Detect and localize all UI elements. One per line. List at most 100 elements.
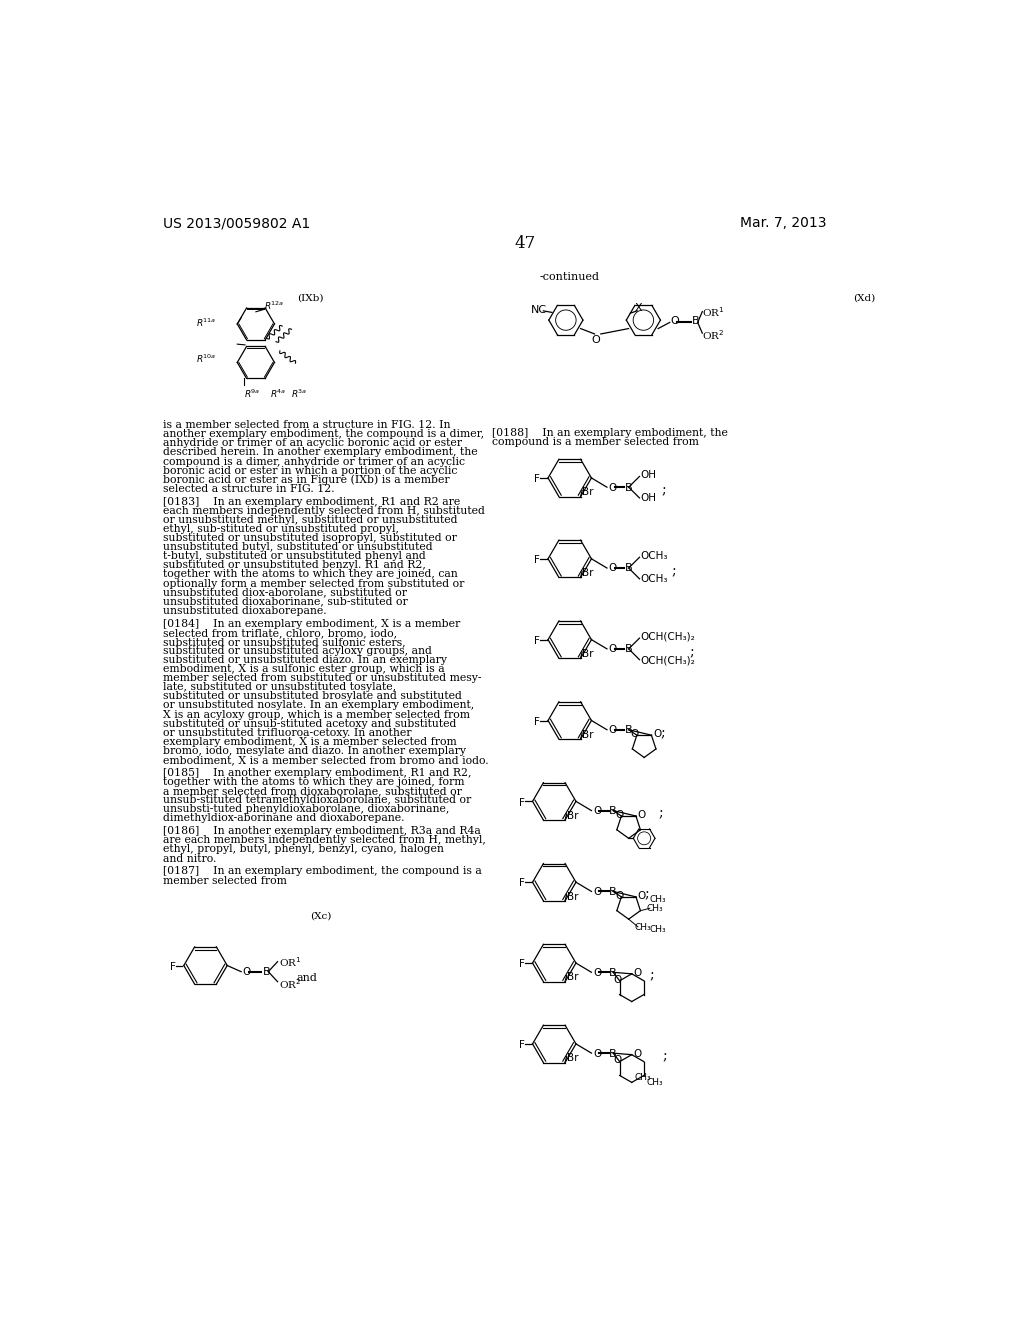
Text: F: F [535,717,540,726]
Text: B: B [625,564,633,573]
Text: selected a structure in FIG. 12.: selected a structure in FIG. 12. [163,484,335,494]
Text: O: O [608,644,616,655]
Text: F: F [535,636,540,645]
Text: late, substituted or unsubstituted tosylate,: late, substituted or unsubstituted tosyl… [163,682,396,692]
Text: US 2013/0059802 A1: US 2013/0059802 A1 [163,216,310,230]
Text: $R^{4a}$: $R^{4a}$ [270,388,287,400]
Text: $R^{11a}$: $R^{11a}$ [197,317,217,329]
Text: unsubsti-tuted phenyldioxaborolane, dioxaborinane,: unsubsti-tuted phenyldioxaborolane, diox… [163,804,450,814]
Text: together with the atoms to which they are joined, can: together with the atoms to which they ar… [163,569,458,579]
Text: O: O [243,968,251,977]
Text: Mar. 7, 2013: Mar. 7, 2013 [740,216,826,230]
Text: O: O [633,968,642,978]
Text: B: B [609,1048,616,1059]
Text: each members independently selected from H, substituted: each members independently selected from… [163,506,484,516]
Text: F: F [170,962,176,972]
Text: F: F [535,474,540,484]
Text: O: O [615,891,624,900]
Text: OCH₃: OCH₃ [640,574,668,585]
Text: O: O [631,729,639,739]
Text: ;: ; [663,1049,668,1064]
Text: substituted or unsubstituted brosylate and substituted: substituted or unsubstituted brosylate a… [163,692,462,701]
Text: ;: ; [672,564,676,578]
Text: t-butyl, substituted or unsubstituted phenyl and: t-butyl, substituted or unsubstituted ph… [163,552,426,561]
Text: Br: Br [583,487,594,498]
Text: substituted or unsubstituted isopropyl, substituted or: substituted or unsubstituted isopropyl, … [163,533,457,543]
Text: O: O [592,335,600,345]
Text: O: O [671,317,679,326]
Text: [0186]    In another exemplary embodiment, R3a and R4a: [0186] In another exemplary embodiment, … [163,826,480,837]
Text: Br: Br [566,810,579,821]
Text: [0185]    In another exemplary embodiment, R1 and R2,: [0185] In another exemplary embodiment, … [163,768,471,777]
Text: O: O [608,564,616,573]
Text: B: B [625,725,633,735]
Text: boronic acid or ester as in Figure (IXb) is a member: boronic acid or ester as in Figure (IXb)… [163,475,450,486]
Text: substituted or unsub-stituted acetoxy and substituted: substituted or unsub-stituted acetoxy an… [163,718,457,729]
Text: Br: Br [583,568,594,578]
Text: dimethyldiox-aborinane and dioxaborepane.: dimethyldiox-aborinane and dioxaborepane… [163,813,404,824]
Text: CH₃: CH₃ [646,1077,663,1086]
Text: a member selected from dioxaborolane, substituted or: a member selected from dioxaborolane, su… [163,787,462,796]
Text: embodiment, X is a member selected from bromo and iodo.: embodiment, X is a member selected from … [163,755,488,766]
Text: B: B [625,483,633,492]
Text: ;: ; [645,887,649,902]
Text: B: B [609,968,616,978]
Text: Br: Br [566,1053,579,1064]
Text: 47: 47 [514,235,536,252]
Text: B: B [609,887,616,896]
Text: exemplary embodiment, X is a member selected from: exemplary embodiment, X is a member sele… [163,737,457,747]
Text: $R^{9a}$: $R^{9a}$ [245,388,261,400]
Text: selected from triflate, chloro, bromo, iodo,: selected from triflate, chloro, bromo, i… [163,628,397,638]
Text: [0183]    In an exemplary embodiment, R1 and R2 are: [0183] In an exemplary embodiment, R1 an… [163,496,460,507]
Text: B: B [625,644,633,655]
Text: ;: ; [662,483,666,498]
Text: CH₃: CH₃ [650,924,667,933]
Text: F: F [518,878,524,888]
Text: embodiment, X is a sulfonic ester group, which is a: embodiment, X is a sulfonic ester group,… [163,664,444,675]
Text: OCH₃: OCH₃ [640,552,668,561]
Text: O: O [653,729,662,739]
Text: O: O [593,887,601,896]
Text: Br: Br [566,891,579,902]
Text: member selected from: member selected from [163,875,287,886]
Text: B: B [263,968,270,977]
Text: OCH(CH₃)₂: OCH(CH₃)₂ [640,632,695,642]
Text: unsub-stituted tetramethyldioxaborolane, substituted or: unsub-stituted tetramethyldioxaborolane,… [163,795,471,805]
Text: (Xd): (Xd) [853,293,874,302]
Text: CH₃: CH₃ [650,895,667,904]
Text: OR$^2$: OR$^2$ [280,977,301,991]
Text: substituted or unsubstituted diazo. In an exemplary: substituted or unsubstituted diazo. In a… [163,655,446,665]
Text: substituted or unsubstituted benzyl. R1 and R2,: substituted or unsubstituted benzyl. R1 … [163,560,426,570]
Text: B: B [692,317,699,326]
Text: or unsubstituted methyl, substituted or unsubstituted: or unsubstituted methyl, substituted or … [163,515,458,525]
Text: F: F [518,1040,524,1049]
Text: ethyl, propyl, butyl, phenyl, benzyl, cyano, halogen: ethyl, propyl, butyl, phenyl, benzyl, cy… [163,845,443,854]
Text: O: O [633,1048,642,1059]
Text: and: and [297,973,317,983]
Text: OR$^1$: OR$^1$ [280,956,301,969]
Text: boronic acid or ester in which a portion of the acyclic: boronic acid or ester in which a portion… [163,466,458,475]
Text: substituted or unsubstituted acyloxy groups, and: substituted or unsubstituted acyloxy gro… [163,645,432,656]
Text: F: F [518,960,524,969]
Text: described herein. In another exemplary embodiment, the: described herein. In another exemplary e… [163,447,477,458]
Text: is a member selected from a structure in FIG. 12. In: is a member selected from a structure in… [163,420,451,430]
Text: or unsubstituted trifluoroa-cetoxy. In another: or unsubstituted trifluoroa-cetoxy. In a… [163,727,412,738]
Text: [0188]    In an exemplary embodiment, the: [0188] In an exemplary embodiment, the [493,428,728,438]
Text: bromo, iodo, mesylate and diazo. In another exemplary: bromo, iodo, mesylate and diazo. In anot… [163,746,466,756]
Text: and nitro.: and nitro. [163,854,216,863]
Text: OR$^2$: OR$^2$ [702,329,725,342]
Text: O: O [608,725,616,735]
Text: are each members independently selected from H, methyl,: are each members independently selected … [163,836,485,845]
Text: optionally form a member selected from substituted or: optionally form a member selected from s… [163,578,464,589]
Text: ;: ; [660,726,665,741]
Text: ethyl, sub-stituted or unsubstituted propyl,: ethyl, sub-stituted or unsubstituted pro… [163,524,399,535]
Text: O: O [593,1048,601,1059]
Text: CH₃: CH₃ [634,1073,650,1082]
Text: $R^{12a}$: $R^{12a}$ [263,300,284,312]
Text: member selected from substituted or unsubstituted mesy-: member selected from substituted or unsu… [163,673,481,684]
Text: unsubstituted butyl, substituted or unsubstituted: unsubstituted butyl, substituted or unsu… [163,543,432,552]
Text: unsubstituted diox-aborolane, substituted or: unsubstituted diox-aborolane, substitute… [163,587,407,598]
Text: Br: Br [583,649,594,659]
Text: OH: OH [640,470,656,480]
Text: another exemplary embodiment, the compound is a dimer,: another exemplary embodiment, the compou… [163,429,484,440]
